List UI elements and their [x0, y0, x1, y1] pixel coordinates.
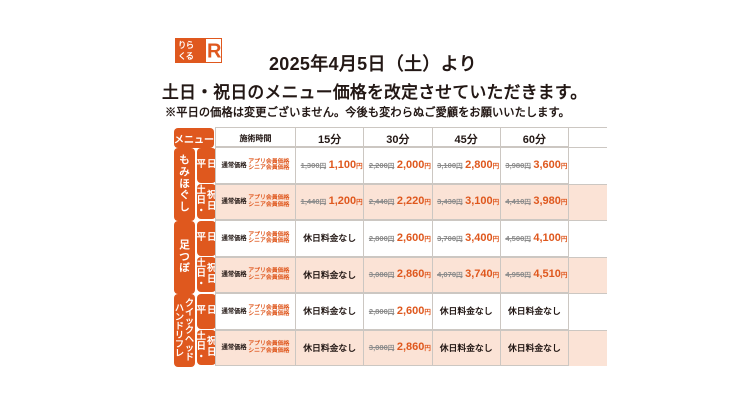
svg-text:R: R [207, 41, 222, 63]
